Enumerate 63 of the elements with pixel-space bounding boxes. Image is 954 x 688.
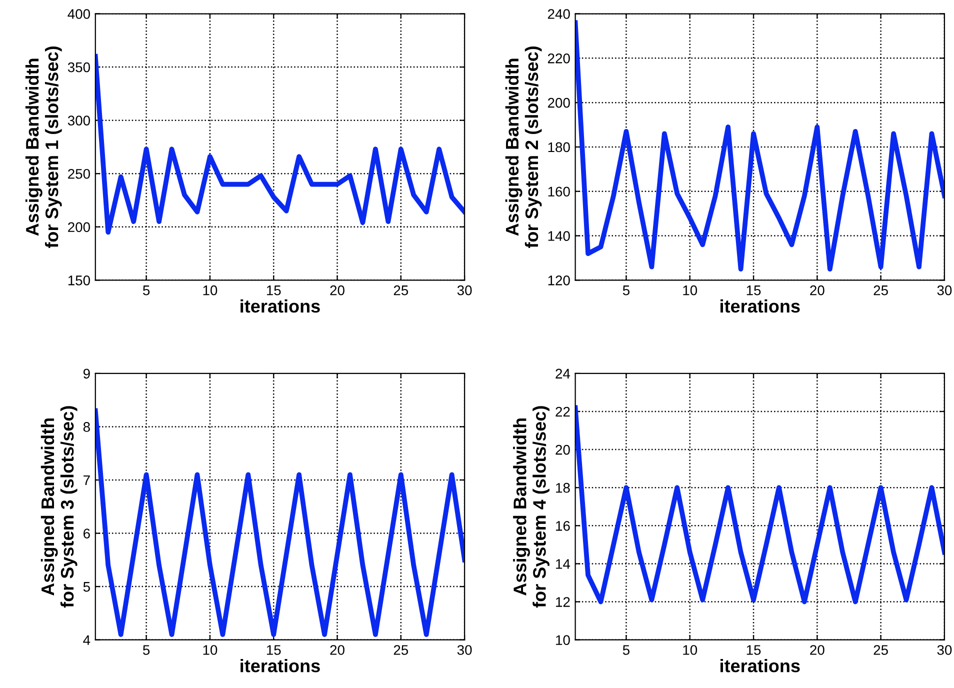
x-tick-label: 10 <box>203 285 218 296</box>
x-tick-label: 30 <box>937 645 952 655</box>
x-tick-label: 20 <box>330 645 344 655</box>
y-tick-label: 350 <box>68 62 90 72</box>
x-tick-label: 15 <box>746 286 761 296</box>
y-tick-label: 240 <box>548 9 570 19</box>
x-tick-label: 5 <box>143 645 150 655</box>
line-series <box>575 405 944 604</box>
x-tick-label: 20 <box>810 645 824 655</box>
line-series <box>95 408 465 637</box>
x-tick-label: 20 <box>810 285 824 296</box>
x-tick-label: 30 <box>937 285 952 296</box>
y-tick-label: 120 <box>548 276 570 286</box>
y-tick-label: 5 <box>83 582 90 592</box>
x-tick-label: 15 <box>746 645 761 655</box>
x-tick-label: 25 <box>874 645 888 655</box>
y-tick-label: 20 <box>556 444 570 455</box>
x-axis-title: iterations <box>720 659 800 672</box>
y-tick-label: 7 <box>84 475 90 486</box>
y-axis-title: Assigned Bandwidth for System 1 (slots/sec) <box>25 46 62 248</box>
y-tick-label: 300 <box>68 116 90 126</box>
x-tick-label: 25 <box>394 285 408 296</box>
y-tick-label: 220 <box>548 53 570 64</box>
y-tick-label: 10 <box>556 635 570 646</box>
x-tick-label: 10 <box>203 645 218 655</box>
y-tick-label: 16 <box>556 520 570 531</box>
x-tick-label: 30 <box>457 285 472 296</box>
x-tick-label: 25 <box>394 645 408 655</box>
x-axis-title: iterations <box>240 299 320 313</box>
y-tick-label: 160 <box>548 186 570 197</box>
y-tick-label: 14 <box>556 559 570 569</box>
y-tick-label: 18 <box>556 482 570 493</box>
x-tick-label: 30 <box>457 645 472 655</box>
y-tick-label: 8 <box>83 422 90 432</box>
x-tick-label: 15 <box>266 645 281 655</box>
x-tick-label: 10 <box>683 285 698 296</box>
line-series <box>575 20 944 272</box>
y-tick-label: 22 <box>556 406 570 417</box>
x-tick-label: 25 <box>874 285 888 296</box>
y-tick-label: 150 <box>68 276 90 286</box>
y-axis-title: Assigned Bandwidth for System 2 (slots/sec) <box>505 46 542 248</box>
x-axis-title: iterations <box>240 659 320 672</box>
x-tick-label: 5 <box>143 286 150 296</box>
x-tick-label: 15 <box>266 286 281 296</box>
y-tick-label: 180 <box>548 142 570 152</box>
y-tick-label: 200 <box>548 98 570 108</box>
y-tick-label: 12 <box>556 597 570 607</box>
line-series <box>95 54 465 235</box>
x-tick-label: 5 <box>622 645 630 655</box>
y-tick-label: 9 <box>83 368 90 379</box>
y-tick-label: 200 <box>68 222 90 232</box>
y-tick-label: 140 <box>548 231 570 241</box>
x-tick-label: 10 <box>683 645 698 655</box>
y-tick-label: 400 <box>68 9 90 19</box>
y-tick-label: 4 <box>83 635 90 645</box>
x-tick-label: 5 <box>622 286 630 296</box>
y-tick-label: 250 <box>68 168 90 179</box>
x-axis-title: iterations <box>720 299 800 313</box>
y-tick-label: 24 <box>556 368 570 378</box>
y-tick-label: 6 <box>84 528 90 538</box>
y-axis-title: Assigned Bandwidth for System 3 (slots/sec) <box>40 406 78 608</box>
y-axis-title: Assigned Bandwidth for System 4 (slots/sec) <box>513 406 550 608</box>
x-tick-label: 20 <box>330 285 344 296</box>
